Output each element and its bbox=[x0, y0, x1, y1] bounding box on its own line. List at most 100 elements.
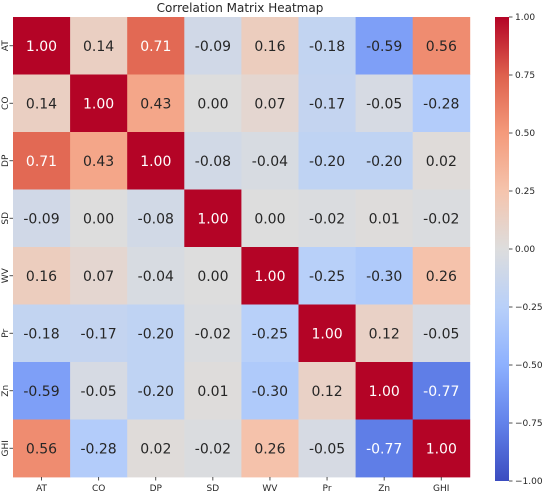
cell-value-WV-SD: 0.00 bbox=[197, 269, 228, 285]
cell-value-CO-CO: 1.00 bbox=[83, 96, 114, 112]
heatmap-cell-GHI-SD bbox=[184, 419, 242, 478]
cell-value-Zn-GHI: -0.77 bbox=[423, 384, 459, 400]
heatmap-cell-SD-DP bbox=[127, 189, 185, 248]
cell-value-SD-SD: 1.00 bbox=[197, 211, 228, 227]
heatmap-cell-SD-Pr bbox=[298, 189, 356, 248]
heatmap-cell-CO-CO bbox=[70, 74, 128, 133]
cell-value-SD-DP: -0.08 bbox=[138, 211, 174, 227]
heatmap-cell-GHI-Pr bbox=[298, 419, 356, 478]
heatmap-cell-WV-GHI bbox=[412, 247, 471, 305]
heatmap-cell-DP-WV bbox=[241, 132, 299, 190]
cell-value-GHI-WV: 0.26 bbox=[254, 441, 285, 457]
heatmap-cell-Zn-GHI bbox=[412, 362, 471, 420]
y-axis-ticks: AT CO DP SD WV Pr Zn GHI bbox=[1, 40, 13, 456]
x-axis-ticks: AT CO DP SD WV Pr Zn GHI bbox=[36, 477, 449, 494]
colorbar-ticks: 1.00 0.75 0.50 0.25 0.00 −0.25 −0.50 −0.75 −1.00 bbox=[509, 13, 543, 487]
x-tick-label-WV: WV bbox=[262, 484, 278, 494]
cell-value-SD-CO: 0.00 bbox=[83, 211, 114, 227]
cell-value-SD-GHI: -0.02 bbox=[423, 211, 459, 227]
heatmap-cell-WV-WV bbox=[241, 247, 299, 305]
cell-value-SD-Zn: 0.01 bbox=[369, 211, 400, 227]
cell-value-Pr-Pr: 1.00 bbox=[312, 326, 343, 342]
cell-value-GHI-AT: 0.56 bbox=[26, 441, 57, 457]
cell-value-CO-Zn: -0.05 bbox=[366, 96, 402, 112]
cell-value-CO-SD: 0.00 bbox=[197, 96, 228, 112]
cell-value-Zn-AT: -0.59 bbox=[23, 384, 59, 400]
cell-value-Pr-Zn: 0.12 bbox=[369, 326, 400, 342]
heatmap-cell-AT-SD bbox=[184, 17, 242, 75]
heatmap-cell-WV-AT bbox=[13, 247, 71, 305]
colorbar-tick-label-7: −0.75 bbox=[515, 419, 543, 429]
heatmap-cell-Pr-WV bbox=[241, 304, 299, 363]
heatmap-cell-GHI-CO bbox=[70, 419, 128, 478]
heatmap-cell-WV-SD bbox=[184, 247, 242, 305]
cell-value-AT-SD: -0.09 bbox=[195, 39, 231, 55]
cell-value-CO-WV: 0.07 bbox=[254, 96, 285, 112]
x-tick-label-Pr: Pr bbox=[323, 484, 332, 494]
heatmap-cell-AT-CO bbox=[70, 17, 128, 75]
cell-value-GHI-Pr: -0.05 bbox=[309, 441, 345, 457]
heatmap-cell-AT-Zn bbox=[355, 17, 414, 75]
heatmap-cell-Zn-Zn bbox=[355, 362, 414, 420]
cell-value-Pr-WV: -0.25 bbox=[252, 326, 288, 342]
colorbar-tick-label-0: 1.00 bbox=[515, 13, 535, 23]
cell-value-AT-GHI: 0.56 bbox=[426, 39, 457, 55]
cell-value-Pr-AT: -0.18 bbox=[23, 326, 59, 342]
x-tick-label-AT: AT bbox=[36, 484, 47, 494]
heatmap-cell-AT-GHI bbox=[412, 17, 471, 75]
cell-value-WV-AT: 0.16 bbox=[26, 269, 57, 285]
heatmap-cell-DP-SD bbox=[184, 132, 242, 190]
colorbar-tick-label-5: −0.25 bbox=[515, 303, 543, 313]
cell-value-GHI-DP: 0.02 bbox=[140, 441, 171, 457]
heatmap-cell-DP-Pr bbox=[298, 132, 356, 190]
cell-value-DP-AT: 0.71 bbox=[26, 154, 57, 170]
heatmap-cell-Zn-CO bbox=[70, 362, 128, 420]
heatmap-cell-Pr-AT bbox=[13, 304, 71, 363]
heatmap-cell-SD-Zn bbox=[355, 189, 414, 248]
cell-value-AT-Zn: -0.59 bbox=[366, 39, 402, 55]
colorbar-tick-label-4: 0.00 bbox=[515, 245, 535, 255]
heatmap-cell-AT-DP bbox=[127, 17, 185, 75]
cell-value-DP-Pr: -0.20 bbox=[309, 154, 345, 170]
cell-value-Zn-Zn: 1.00 bbox=[369, 384, 400, 400]
cell-value-GHI-Zn: -0.77 bbox=[366, 441, 402, 457]
heatmap-cell-DP-AT bbox=[13, 132, 71, 190]
heatmap-cell-GHI-WV bbox=[241, 419, 299, 478]
heatmap-cell-CO-WV bbox=[241, 74, 299, 133]
cell-value-DP-SD: -0.08 bbox=[195, 154, 231, 170]
cell-value-AT-WV: 0.16 bbox=[254, 39, 285, 55]
cell-value-GHI-GHI: 1.00 bbox=[426, 441, 457, 457]
x-tick-label-DP: DP bbox=[150, 484, 163, 494]
cell-value-DP-CO: 0.43 bbox=[83, 154, 114, 170]
y-tick-label-Zn: Zn bbox=[1, 385, 11, 397]
y-tick-label-SD: SD bbox=[1, 212, 11, 225]
colorbar bbox=[495, 17, 509, 481]
heatmap-cell-Pr-Zn bbox=[355, 304, 414, 363]
colorbar-gradient bbox=[495, 17, 509, 481]
heatmap-cell-WV-Zn bbox=[355, 247, 414, 305]
y-tick-label-CO: CO bbox=[1, 97, 11, 110]
heatmap-cell-Zn-AT bbox=[13, 362, 71, 420]
x-tick-label-SD: SD bbox=[207, 484, 220, 494]
heatmap-cell-DP-GHI bbox=[412, 132, 471, 190]
cell-value-AT-DP: 0.71 bbox=[140, 39, 171, 55]
heatmap-cell-CO-AT bbox=[13, 74, 71, 133]
cell-value-Zn-DP: -0.20 bbox=[138, 384, 174, 400]
heatmap-cell-AT-WV bbox=[241, 17, 299, 75]
heatmap-cell-Pr-SD bbox=[184, 304, 242, 363]
heatmap-cell-Pr-DP bbox=[127, 304, 185, 363]
heatmap-cell-SD-AT bbox=[13, 189, 71, 248]
x-tick-label-Zn: Zn bbox=[378, 484, 390, 494]
cell-value-AT-AT: 1.00 bbox=[26, 39, 57, 55]
cell-value-DP-Zn: -0.20 bbox=[366, 154, 402, 170]
heatmap-cell-Zn-WV bbox=[241, 362, 299, 420]
cell-value-Zn-SD: 0.01 bbox=[197, 384, 228, 400]
cell-value-DP-WV: -0.04 bbox=[252, 154, 288, 170]
heatmap-cell-CO-Zn bbox=[355, 74, 414, 133]
heatmap-cell-Zn-Pr bbox=[298, 362, 356, 420]
y-tick-label-AT: AT bbox=[1, 40, 11, 51]
chart-title: Correlation Matrix Heatmap bbox=[157, 1, 324, 15]
cell-value-Zn-WV: -0.30 bbox=[252, 384, 288, 400]
heatmap-cell-GHI-Zn bbox=[355, 419, 414, 478]
heatmap-cell-Pr-Pr bbox=[298, 304, 356, 363]
